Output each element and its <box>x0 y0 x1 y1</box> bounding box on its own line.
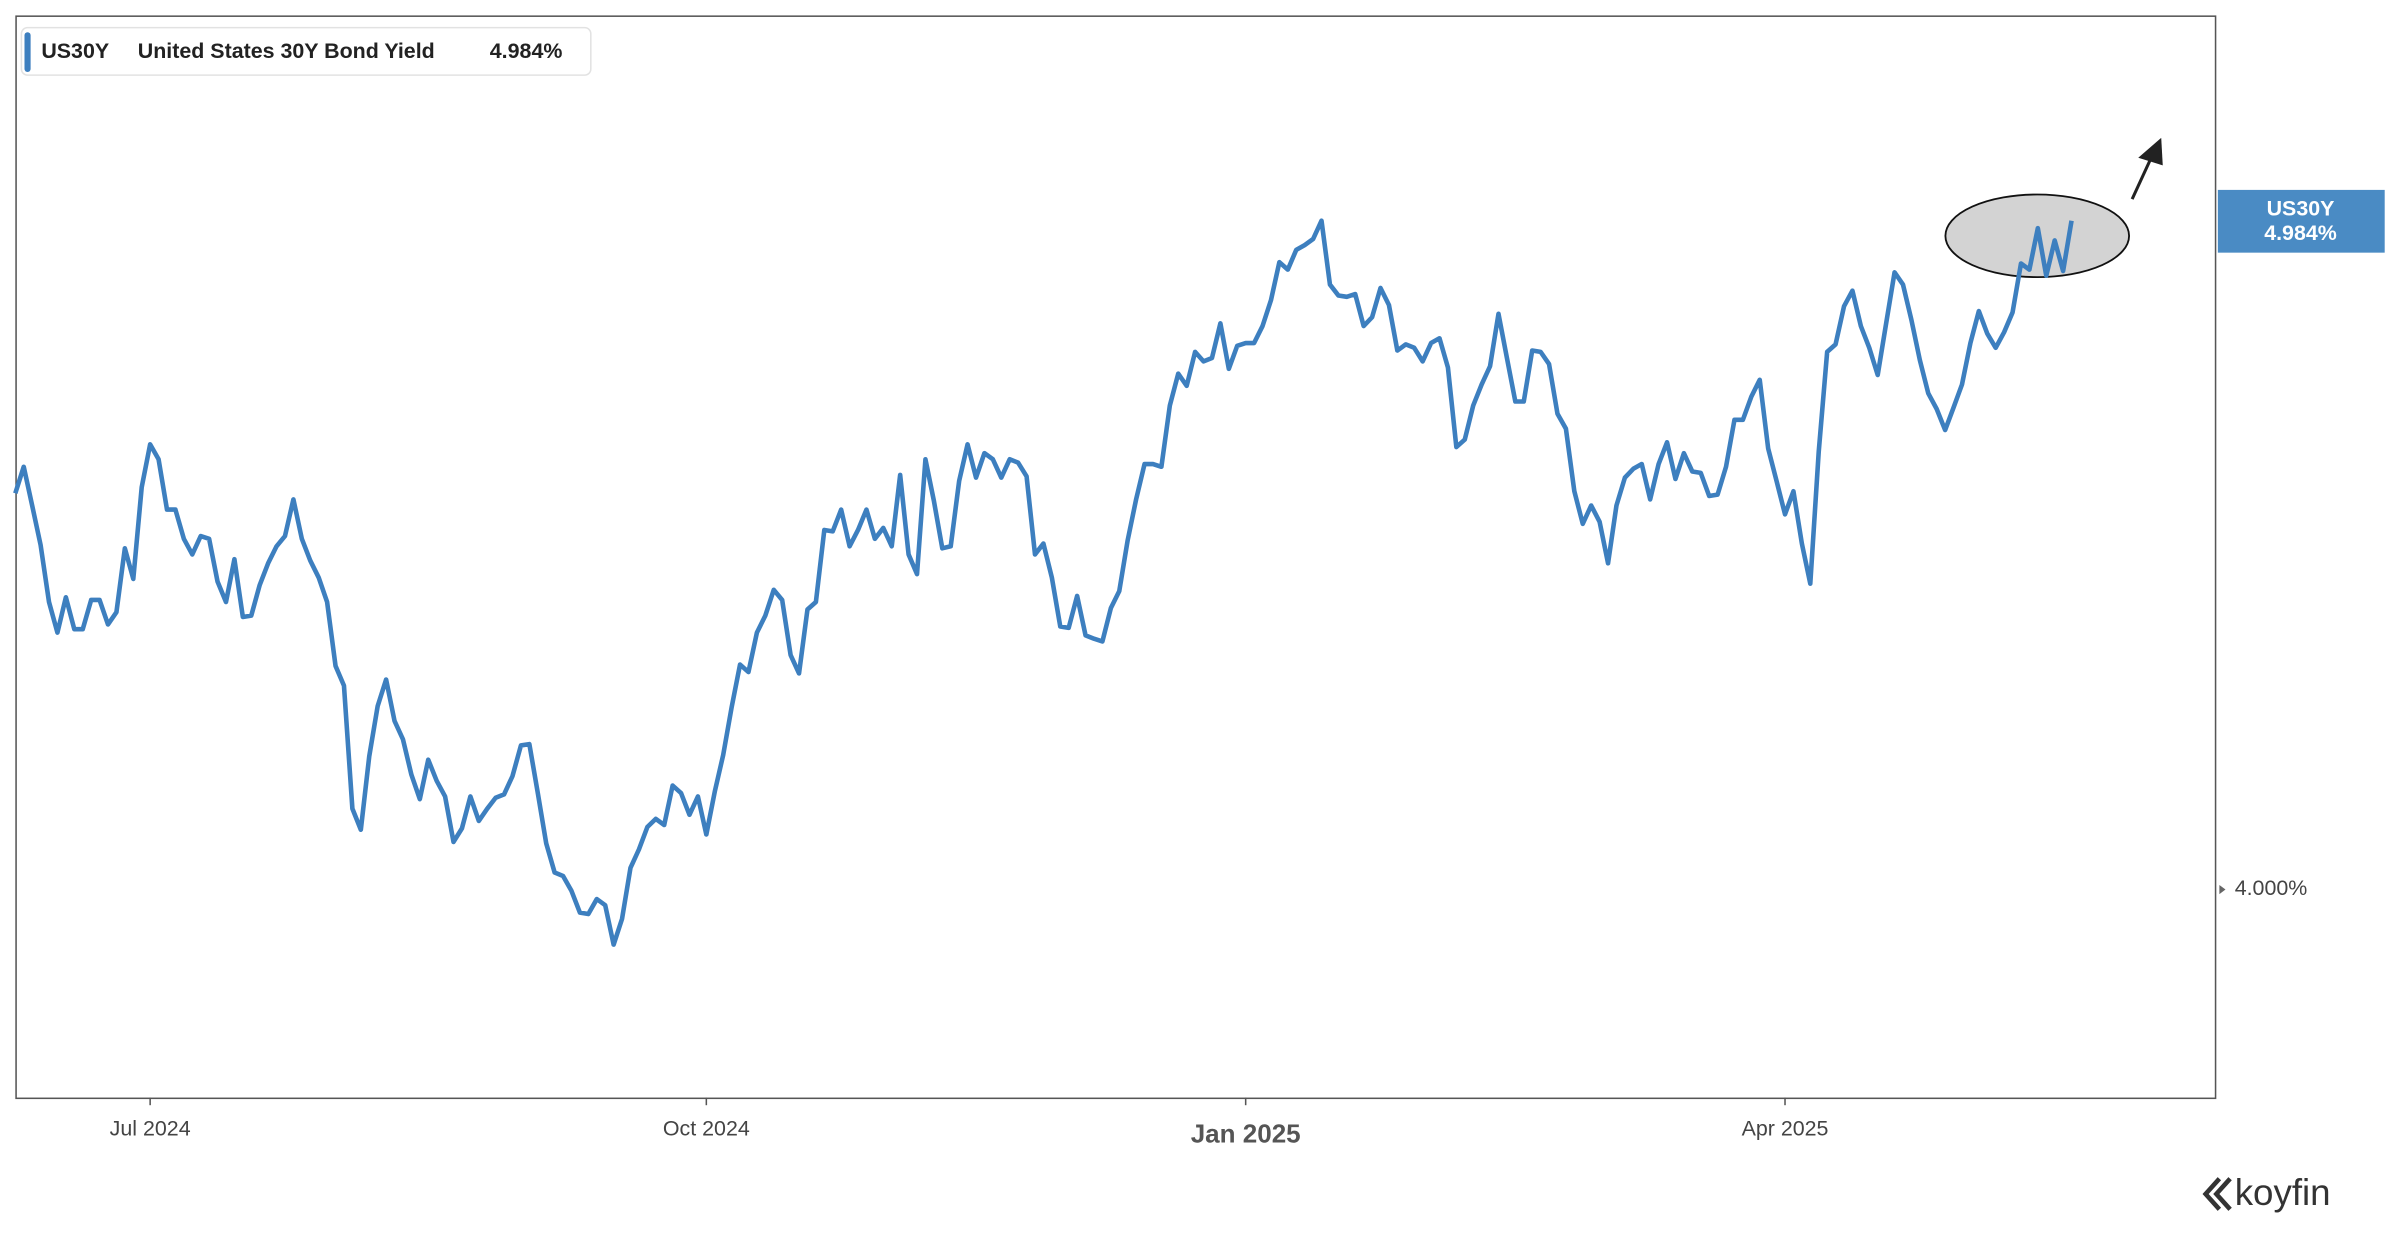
x-tick-label: Jul 2024 <box>110 1116 191 1140</box>
x-tick-label: Oct 2024 <box>663 1116 750 1140</box>
legend-value: 4.984% <box>490 39 563 63</box>
legend: US30Y United States 30Y Bond Yield 4.984… <box>20 26 592 76</box>
brand-logo: koyfin <box>2202 1172 2331 1213</box>
brand-name: koyfin <box>2235 1172 2331 1213</box>
x-tick-label: Jan 2025 <box>1191 1119 1301 1149</box>
arrow-annotation <box>2130 137 2163 200</box>
plot-frame <box>15 15 2217 1100</box>
yield-line <box>13 218 2074 947</box>
legend-symbol: US30Y <box>41 39 109 63</box>
legend-box <box>20 26 592 76</box>
tag-symbol: US30Y <box>2267 196 2335 220</box>
legend-description: United States 30Y Bond Yield <box>138 39 435 63</box>
x-tick-label: Apr 2025 <box>1742 1116 1829 1140</box>
arrow-shaft <box>2130 158 2152 200</box>
tag-box <box>2217 189 2385 253</box>
line-layer <box>13 218 2074 947</box>
y-tick-mark <box>2219 884 2226 895</box>
y-tick-label: 4.000% <box>2235 876 2308 900</box>
legend-swatch <box>24 32 31 73</box>
last-value-tag: US30Y 4.984% <box>2217 189 2385 253</box>
tag-value: 4.984% <box>2264 221 2337 245</box>
brand-icon <box>2202 1177 2232 1211</box>
arrow-head <box>2138 137 2163 166</box>
